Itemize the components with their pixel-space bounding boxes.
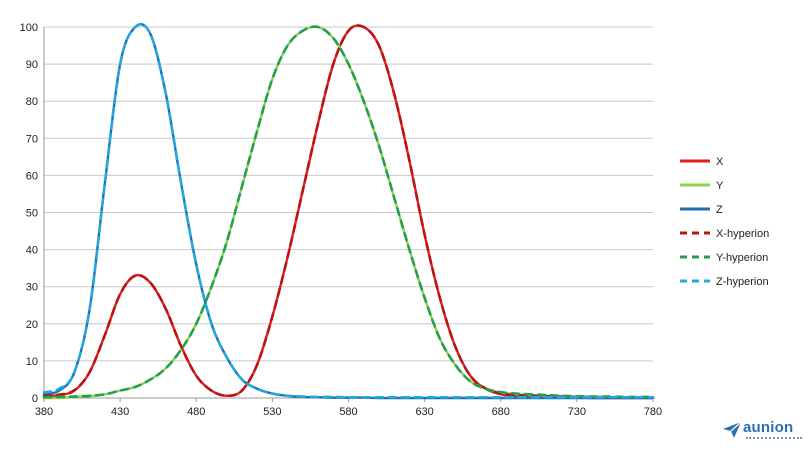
- grid-lines: [44, 26, 653, 399]
- y-tick-label: 60: [26, 170, 38, 182]
- y-tick-label: 70: [26, 133, 38, 145]
- x-tick-label: 380: [35, 406, 53, 418]
- axes: [43, 27, 654, 402]
- legend-label-z-hyperion: Z-hyperion: [716, 276, 769, 288]
- x-tick-label: 680: [492, 406, 510, 418]
- series-line-x-hyperion: [42, 24, 655, 399]
- x-tick-label: 730: [568, 406, 586, 418]
- brand-logo-text: aunion: [743, 419, 794, 436]
- x-tick-label: 530: [263, 406, 281, 418]
- x-tick-label: 480: [187, 406, 205, 418]
- x-tick-labels: 380 430 480 530 580 630 680 730 780: [35, 406, 662, 418]
- x-tick-label: 780: [644, 406, 662, 418]
- legend-label-x-hyperion: X-hyperion: [716, 228, 769, 240]
- y-tick-label: 100: [20, 22, 38, 34]
- legend-label-y-hyperion: Y-hyperion: [716, 252, 768, 264]
- x-tick-label: 580: [339, 406, 357, 418]
- series-line-y-hyperion: [42, 25, 655, 399]
- y-tick-label: 80: [26, 96, 38, 108]
- legend-label-x: X: [716, 156, 724, 168]
- y-tick-labels: 0 10 20 30 40 50 60 70 80 90 100: [20, 22, 38, 405]
- series-line-z-hyperion: [42, 22, 655, 399]
- x-tick-label: 630: [415, 406, 433, 418]
- y-tick-label: 50: [26, 208, 38, 220]
- y-tick-label: 0: [32, 393, 38, 405]
- series-line-z: [42, 23, 655, 400]
- paper-plane-icon: [723, 421, 742, 438]
- y-tick-label: 90: [26, 59, 38, 71]
- y-tick-label: 40: [26, 245, 38, 257]
- series-lines: [42, 22, 655, 400]
- legend-label-z: Z: [716, 204, 723, 216]
- brand-logo-subline: [746, 437, 802, 445]
- legend-label-y: Y: [716, 180, 724, 192]
- y-tick-label: 30: [26, 282, 38, 294]
- x-tick-label: 430: [111, 406, 129, 418]
- legend: XYZ X-hyperion Y-hyperion Z-hyperion: [680, 156, 769, 288]
- brand-logo: aunion: [722, 418, 806, 448]
- y-tick-label: 10: [26, 356, 38, 368]
- y-tick-label: 20: [26, 319, 38, 331]
- series-line-x: [42, 24, 655, 400]
